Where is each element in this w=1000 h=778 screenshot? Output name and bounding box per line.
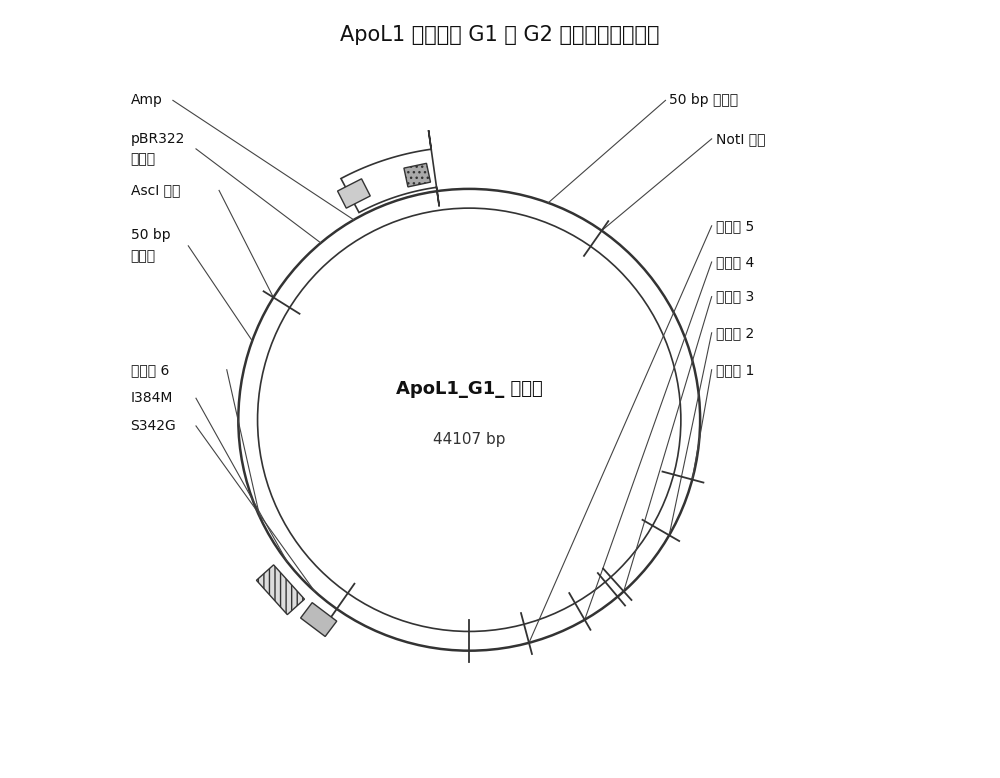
Text: Amp: Amp	[131, 93, 162, 107]
Text: ApoL1 野生型、 G1 和 G2 的转基因的示意图: ApoL1 野生型、 G1 和 G2 的转基因的示意图	[340, 25, 660, 45]
Text: 微主链: 微主链	[131, 152, 156, 166]
Text: 恢复臂: 恢复臂	[131, 249, 156, 263]
Polygon shape	[256, 565, 304, 615]
Text: pBR322: pBR322	[131, 131, 185, 145]
Polygon shape	[338, 179, 370, 209]
Text: NotI 位点: NotI 位点	[716, 131, 765, 145]
Text: 外显子 5: 外显子 5	[716, 219, 754, 233]
Text: S342G: S342G	[131, 419, 176, 433]
Text: I384M: I384M	[131, 391, 173, 405]
Text: 外显子 6: 外显子 6	[131, 363, 169, 377]
Text: 外显子 4: 外显子 4	[716, 255, 754, 269]
Polygon shape	[404, 163, 430, 187]
Text: ApoL1_G1_ 转基因: ApoL1_G1_ 转基因	[396, 380, 543, 398]
Polygon shape	[301, 603, 337, 636]
Text: 外显子 1: 外显子 1	[716, 363, 754, 377]
Text: 外显子 3: 外显子 3	[716, 289, 754, 303]
Text: 50 bp 恢复臂: 50 bp 恢复臂	[669, 93, 738, 107]
Text: 50 bp: 50 bp	[131, 228, 170, 242]
Text: 44107 bp: 44107 bp	[433, 432, 505, 447]
Text: AscI 位点: AscI 位点	[131, 184, 180, 198]
Text: 外显子 2: 外显子 2	[716, 326, 754, 340]
